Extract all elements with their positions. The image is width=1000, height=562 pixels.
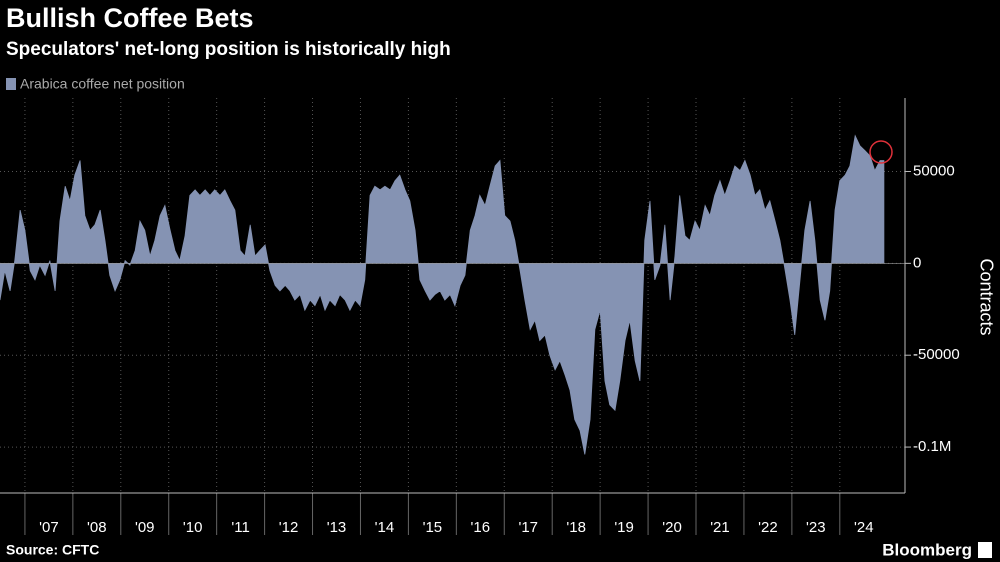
x-tick-label: '16 [471,519,491,536]
highlight-ring [869,140,893,164]
y-tick-label: 0 [913,254,921,271]
x-tick-label: '15 [423,519,443,536]
y-tick-label: -50000 [913,346,960,363]
x-tick-label: '21 [710,519,730,536]
x-tick-label: '12 [279,519,299,536]
y-axis-label: Contracts [976,258,996,335]
y-tick-label: 50000 [913,162,955,179]
area [0,134,885,455]
x-tick-label: '13 [327,519,347,536]
chart-subtitle: Speculators' net-long position is histor… [6,39,451,60]
y-tick-label: -0.1M [913,438,951,455]
x-tick-label: '09 [135,519,155,536]
x-tick-label: '19 [614,519,634,536]
legend-label: Arabica coffee net position [20,76,185,92]
x-tick-label: '14 [375,519,395,536]
brand-icon [978,542,992,558]
x-tick-label: '20 [662,519,682,536]
x-tick-label: '23 [806,519,826,536]
legend-swatch [6,78,16,90]
plot: -0.1M -50000 0 50000 '07 '08 '09 '10 '11 '12 '13 '1… [0,98,960,536]
x-tick-label: '18 [566,519,586,536]
chart-title: Bullish Coffee Bets [6,3,254,33]
brand: Bloomberg [882,540,972,559]
source: Source: CFTC [6,542,99,558]
x-tick-label: '11 [231,519,249,536]
x-tick-label: '08 [87,519,107,536]
x-tick-label: '17 [518,519,538,536]
x-tick-label: '24 [854,519,874,536]
x-tick-label: '10 [183,519,203,536]
x-tick-label: '07 [39,519,59,536]
x-tick-label: '22 [758,519,778,536]
